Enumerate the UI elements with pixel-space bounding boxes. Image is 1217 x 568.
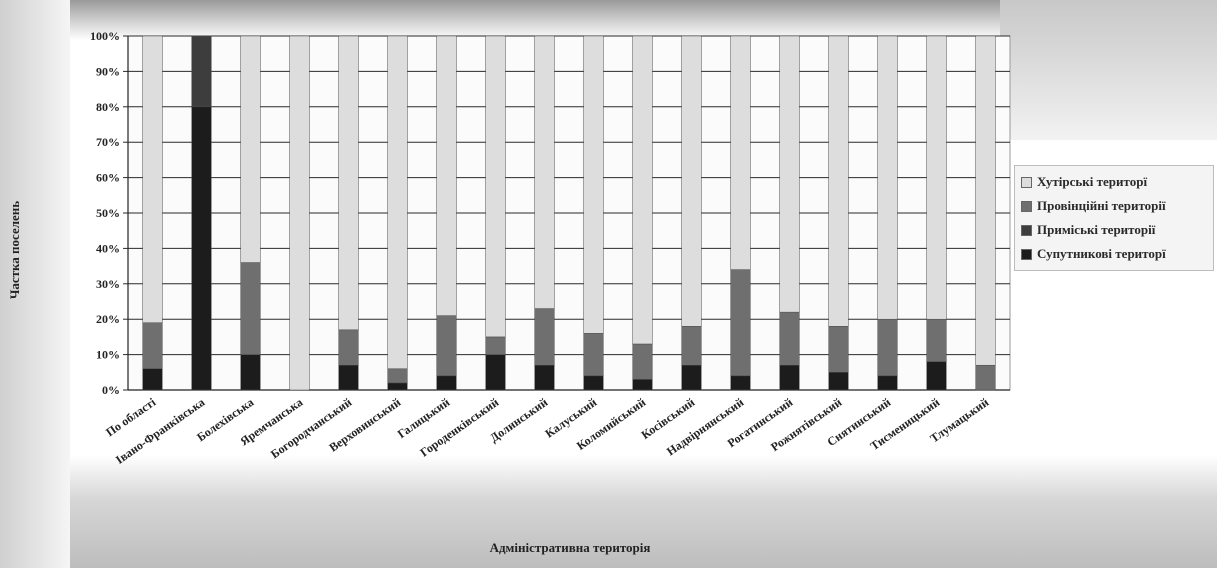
legend-swatch xyxy=(1021,248,1032,260)
y-tick-label: 60% xyxy=(96,171,120,185)
y-tick-label: 20% xyxy=(96,312,120,326)
bar-segment xyxy=(877,375,898,391)
bar-segment xyxy=(436,315,457,377)
bar-segment xyxy=(681,326,702,366)
bar-segment xyxy=(485,35,506,338)
bar-segment xyxy=(926,361,947,391)
bar-segment xyxy=(534,35,555,309)
legend-label: Провінційні території xyxy=(1037,198,1166,213)
y-tick-label: 100% xyxy=(90,29,120,43)
bar-segment xyxy=(828,372,849,391)
y-tick-label: 30% xyxy=(96,277,120,291)
legend-swatch xyxy=(1021,176,1032,188)
legend-swatch xyxy=(1021,200,1032,212)
bar-segment xyxy=(779,311,800,366)
chart-legend: Хутірські територї Провінційні території… xyxy=(1014,165,1214,271)
bar-segment xyxy=(681,364,702,391)
bar-segment xyxy=(338,364,359,391)
bar-segment xyxy=(338,35,359,331)
y-tick-label: 80% xyxy=(96,100,120,114)
legend-item: Супутникові територї xyxy=(1019,242,1209,266)
bar-segment xyxy=(975,364,996,391)
legend-item: Хутірські територї xyxy=(1019,170,1209,194)
bar-segment xyxy=(975,35,996,366)
bar-segment xyxy=(142,322,163,370)
bar-segment xyxy=(534,364,555,391)
scan-shadow-right xyxy=(1000,0,1217,140)
bar-segment xyxy=(485,354,506,391)
y-tick-label: 0% xyxy=(102,383,120,397)
y-tick-label: 50% xyxy=(96,206,120,220)
bar-segment xyxy=(142,368,163,391)
x-tick-label: Івано-Франківська xyxy=(113,395,207,467)
bar-segment xyxy=(240,354,261,391)
bar-segment xyxy=(583,375,604,391)
bar-segment xyxy=(436,375,457,391)
bar-segment xyxy=(632,379,653,391)
bar-segment xyxy=(926,318,947,362)
bar-segment xyxy=(338,329,359,366)
legend-item: Приміські території xyxy=(1019,218,1209,242)
bar-segment xyxy=(436,35,457,316)
y-tick-label: 10% xyxy=(96,348,120,362)
bar-segment xyxy=(632,343,653,380)
legend-swatch xyxy=(1021,224,1032,236)
legend-item: Провінційні території xyxy=(1019,194,1209,218)
bar-segment xyxy=(387,382,408,391)
bar-segment xyxy=(730,269,751,377)
x-tick-label: Богородчанський xyxy=(268,395,354,461)
bar-segment xyxy=(779,35,800,313)
bar-segment xyxy=(142,35,163,323)
y-tick-label: 40% xyxy=(96,241,120,255)
scan-shadow-left xyxy=(0,0,70,568)
bar-segment xyxy=(191,106,212,391)
legend-label: Приміські території xyxy=(1037,222,1156,237)
bar-segment xyxy=(191,35,212,108)
bar-segment xyxy=(877,318,898,377)
bar-segment xyxy=(779,364,800,391)
bar-segment xyxy=(926,35,947,320)
x-axis-title: Адміністративна територія xyxy=(489,540,651,555)
bar-segment xyxy=(240,35,261,263)
bar-segment xyxy=(583,35,604,334)
bar-segment xyxy=(730,35,751,270)
bar-segment xyxy=(534,308,555,366)
bar-segment xyxy=(681,35,702,327)
bar-segment xyxy=(387,35,408,370)
bar-segment xyxy=(485,336,506,355)
bar-segment xyxy=(828,35,849,327)
bar-segment xyxy=(387,368,408,384)
y-axis-title: Частка поселень xyxy=(7,200,22,300)
bar-segment xyxy=(828,326,849,373)
y-tick-label: 70% xyxy=(96,135,120,149)
bar-segment xyxy=(877,35,898,320)
legend-label: Супутникові територї xyxy=(1037,246,1166,261)
scan-shadow-bottom xyxy=(0,455,1217,568)
bar-segment xyxy=(240,262,261,355)
y-tick-label: 90% xyxy=(96,64,120,78)
bar-segment xyxy=(632,35,653,345)
bar-segment xyxy=(583,333,604,377)
legend-label: Хутірські територї xyxy=(1037,174,1148,189)
bar-segment xyxy=(730,375,751,391)
bar-segment xyxy=(289,35,310,391)
